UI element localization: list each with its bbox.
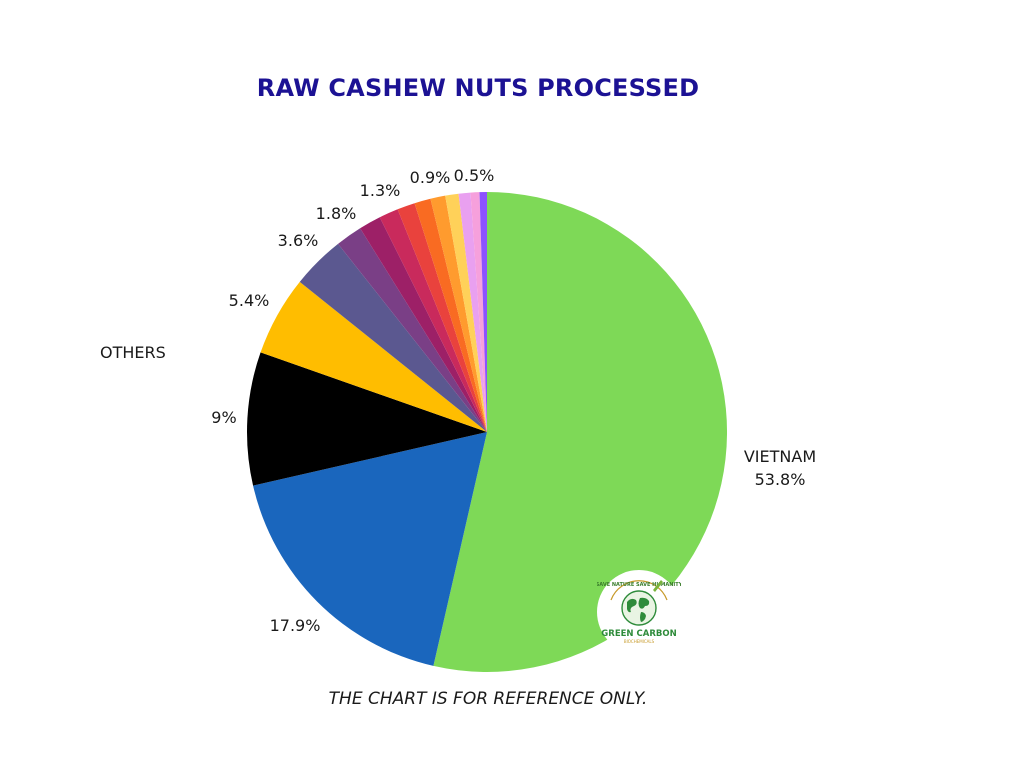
pie-slice-0 [433, 192, 728, 672]
pie-slice-5 [338, 228, 487, 432]
slice-label-3: 5.4% [229, 291, 270, 310]
chart-footnote: THE CHART IS FOR REFERENCE ONLY. [328, 689, 648, 709]
pie-slice-14 [479, 192, 487, 432]
pie-slice-6 [360, 217, 487, 432]
chart-title: RAW CASHEW NUTS PROCESSED [256, 74, 700, 102]
globe-icon: SAVE NATURE SAVE HUMANITY GREEN CARBON B… [596, 571, 683, 653]
slice-label-4: 3.6% [278, 231, 319, 250]
pie-slice-10 [430, 195, 487, 432]
others-label: OTHERS [100, 343, 166, 362]
slice-label-0-value: 53.8% [755, 470, 806, 489]
pie-slice-4 [299, 243, 487, 432]
svg-text:GREEN CARBON: GREEN CARBON [601, 629, 676, 639]
slice-label-14: 0.5% [454, 166, 495, 185]
slice-label-1: 17.9% [270, 616, 321, 635]
slice-label-0: VIETNAM [744, 447, 816, 466]
pie-slice-7 [379, 209, 487, 432]
slice-label-2: 9% [211, 408, 236, 427]
green-carbon-logo: SAVE NATURE SAVE HUMANITY GREEN CARBON B… [596, 570, 683, 654]
pie-slice-3 [260, 281, 487, 432]
pie-slice-2 [247, 352, 487, 486]
slice-label-7: 1.3% [360, 181, 401, 200]
pie-slice-12 [458, 192, 487, 432]
svg-text:BIOCHEMICALS: BIOCHEMICALS [624, 639, 655, 644]
pie-slice-11 [445, 193, 487, 432]
svg-text:SAVE NATURE SAVE HUMANITY: SAVE NATURE SAVE HUMANITY [597, 582, 681, 588]
pie-slice-1 [253, 432, 487, 666]
pie-slice-8 [397, 203, 487, 432]
pie-slice-9 [414, 198, 487, 432]
pie-slice-13 [470, 192, 487, 432]
slice-label-5: 1.8% [316, 204, 357, 223]
slice-label-11: 0.9% [410, 168, 451, 187]
